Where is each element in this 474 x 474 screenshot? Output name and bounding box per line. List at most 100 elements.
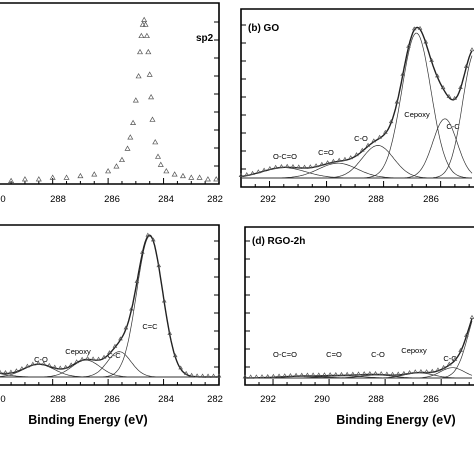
data-point-marker [411,26,417,31]
panel-c-x-tick-label: 286 [104,394,120,405]
data-point-marker [293,372,299,377]
data-point-marker [373,370,378,375]
data-point-marker [418,369,424,373]
data-point-marker [282,373,288,378]
data-point-marker [273,164,278,169]
data-point-marker [118,336,123,341]
data-point-marker [213,176,220,182]
data-point-marker [429,57,434,62]
data-point-marker [79,356,85,361]
data-point-marker [429,368,435,373]
data-point-marker [140,249,145,254]
component-peak-o-c-o [240,167,472,179]
data-point-marker [400,71,406,76]
panel-b-x-tick-label: 292 [260,194,276,205]
data-point-marker [145,232,151,237]
data-point-marker [307,164,313,169]
data-point-marker [313,163,319,168]
data-point-marker [156,263,162,268]
data-point-marker [296,164,302,169]
data-point-marker [25,363,30,368]
data-point-marker [463,63,469,68]
data-point-marker [464,332,469,337]
data-point-marker [390,371,395,376]
data-point-marker [284,163,290,168]
data-point-marker [49,174,56,180]
panel-c-x-tick-label: 284 [158,394,174,405]
data-point-marker [302,164,307,169]
data-point-marker [124,145,131,151]
data-point-marker [63,174,70,180]
data-point-marker [377,134,382,139]
data-point-marker [35,176,42,182]
panel-b: (b) GO 292 290 288 286 O-C=O C=O C-O Cep… [238,8,474,205]
data-point-marker [469,314,474,319]
data-point-marker [423,39,429,44]
data-point-marker [356,371,361,376]
panel-b-ticks [240,24,470,187]
data-point-marker [46,362,52,367]
data-point-marker [113,163,120,169]
data-point-marker [435,73,440,78]
data-point-marker [424,369,429,374]
data-point-marker [290,164,296,168]
panel-a-markers [8,16,220,183]
panel-d-peak-label: O-C=O [273,350,297,359]
data-point-marker [101,354,107,359]
panel-d-peak-label: C=O [326,350,342,359]
data-point-marker [250,170,255,175]
panel-a-x-partial-tick: 0 [0,194,5,205]
data-point-marker [458,347,463,352]
data-point-marker [316,372,322,377]
data-point-marker [371,138,377,143]
data-point-marker [96,356,101,361]
data-point-marker [394,99,400,104]
data-point-marker [150,237,156,242]
data-point-marker [238,172,244,177]
data-point-marker [130,119,137,125]
data-point-marker [440,85,446,90]
data-point-marker [276,373,282,378]
data-point-marker [458,85,463,89]
data-point-marker [322,372,327,377]
data-point-marker [244,172,250,176]
panel-c-ticks [10,240,220,385]
data-point-marker [163,168,170,174]
data-point-marker [21,176,28,182]
panel-d-peak-label: Cepoxy [401,346,427,355]
data-point-marker [19,366,25,371]
data-point-marker [200,373,205,378]
data-point-marker [339,371,344,376]
data-point-marker [435,367,441,372]
data-point-marker [57,365,63,370]
panel-d: (d) RGO-2h 292 290 288 286 O-C=O C=O C-O… [242,226,474,427]
data-point-marker [446,361,452,366]
panel-b-peak-label: Cepoxy [404,110,430,119]
data-point-marker [63,364,69,369]
data-point-marker [134,278,140,283]
data-point-marker [205,373,211,378]
data-point-marker [36,360,41,365]
data-point-marker [196,174,203,180]
data-point-marker [342,156,348,161]
data-point-marker [171,171,178,177]
panel-d-peak-label: C-C [443,354,457,363]
data-point-marker [331,158,336,163]
data-point-marker [452,356,458,361]
data-point-marker [74,359,79,364]
panel-b-x-tick-label: 288 [368,194,384,205]
data-point-marker [129,306,134,311]
data-point-marker [157,161,164,167]
panel-c-x-partial-tick: 0 [0,394,5,405]
data-point-marker [336,157,342,162]
data-point-marker [265,373,271,378]
panel-c-x-tick-label: 282 [207,394,223,405]
data-point-marker [333,371,339,376]
data-point-marker [179,172,186,179]
data-point-marker [0,369,3,374]
data-point-marker [194,373,200,378]
panel-d-ticks [244,240,470,385]
panel-c-peak-label: Cepoxy [65,347,91,356]
data-point-marker [401,370,407,375]
